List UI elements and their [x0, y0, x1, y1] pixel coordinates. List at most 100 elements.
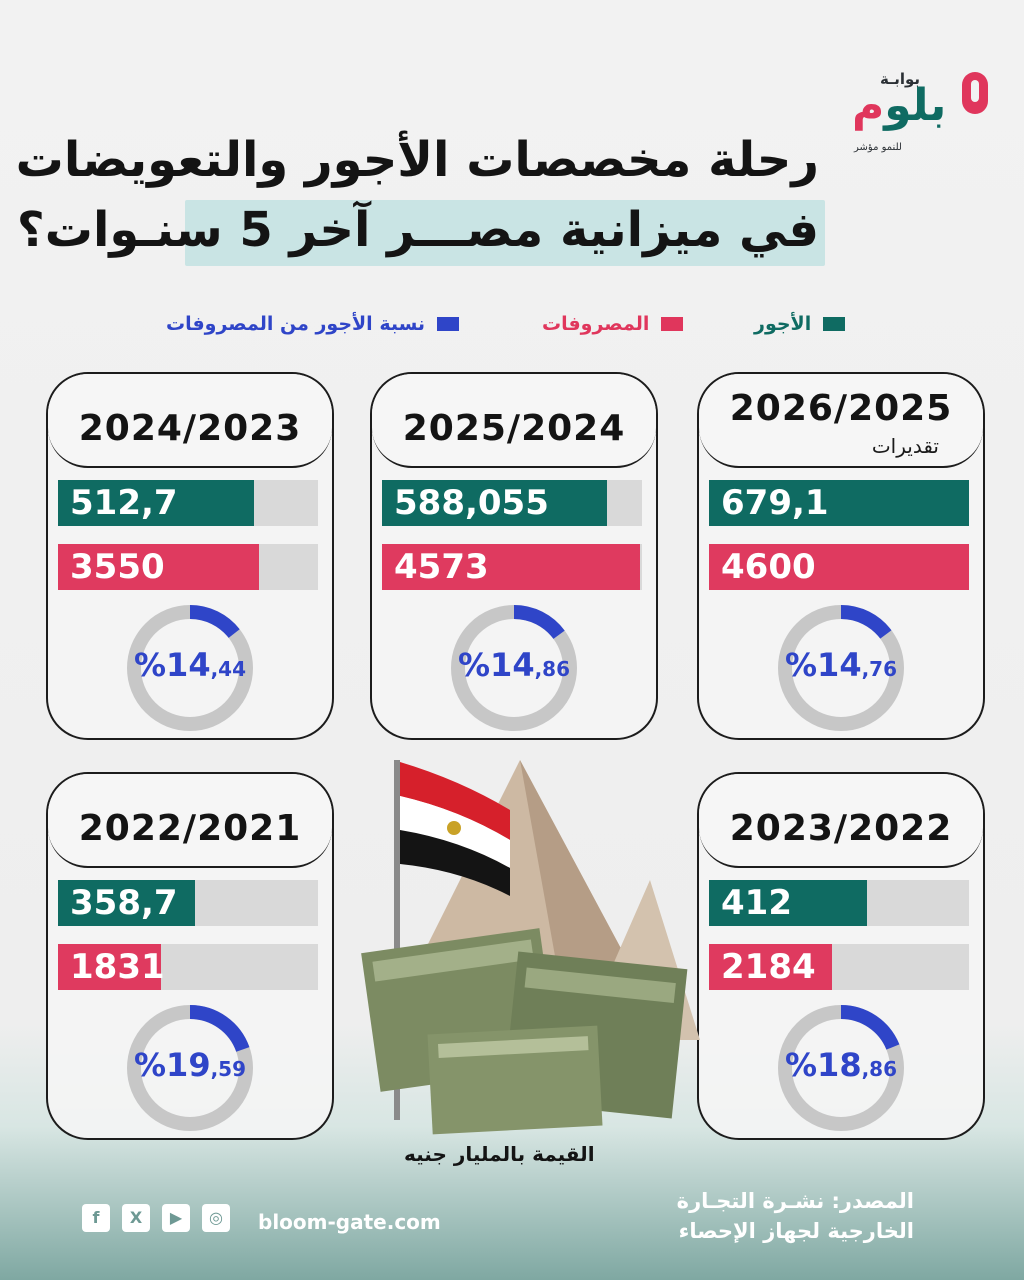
share-percent-decimal: ,59: [210, 1057, 247, 1081]
share-donut-arc: [127, 1005, 253, 1131]
share-donut: [778, 1005, 904, 1131]
flag-eagle-emblem: [447, 821, 461, 835]
share-percent-main: %14: [133, 646, 211, 684]
expenses-bar: 1831: [58, 944, 318, 990]
expenses-bar-fill: [58, 944, 162, 990]
youtube-icon[interactable]: ▶: [162, 1204, 190, 1232]
source-line2: الخارجية لجهاز الإحصاء: [678, 1219, 914, 1243]
x-icon[interactable]: X: [122, 1204, 150, 1232]
wages-value: 512,7: [70, 483, 178, 523]
share-percent-label: %19,59: [120, 1046, 260, 1084]
legend-item-expenses: المصروفات: [542, 310, 684, 338]
expenses-value: 3550: [70, 547, 165, 587]
share-percent-decimal: ,86: [861, 1057, 898, 1081]
expenses-bar-fill: [382, 544, 641, 590]
card-year: 2023/2022: [729, 808, 953, 849]
logo-main-b: م: [852, 80, 885, 131]
wages-bar-fill: [709, 480, 969, 526]
wages-bar-fill: [58, 480, 255, 526]
legend-label-expenses: المصروفات: [542, 313, 650, 335]
legend-swatch-share: [437, 317, 460, 331]
card-header: [699, 374, 983, 468]
card-header: [48, 374, 332, 468]
card-year: 2022/2021: [78, 808, 302, 849]
money-stacks: [361, 928, 688, 1135]
wages-value: 358,7: [70, 883, 178, 923]
share-percent-main: %14: [784, 646, 862, 684]
expenses-bar: 3550: [58, 544, 318, 590]
expenses-value: 2184: [721, 947, 816, 987]
card-header: [372, 374, 656, 468]
wages-bar: 412: [709, 880, 969, 926]
expenses-value: 4573: [394, 547, 489, 587]
logo-top-text: بوابـة: [880, 70, 921, 88]
expenses-bar: 4600: [709, 544, 969, 590]
legend-swatch-wages: [823, 317, 846, 331]
wages-bar-fill: [58, 880, 196, 926]
expenses-value: 4600: [721, 547, 816, 587]
page-title-line2: في ميزانية مصـــر آخر 5 سنـوات؟: [16, 202, 819, 258]
share-donut: [127, 1005, 253, 1131]
share-percent-main: %18: [784, 1046, 862, 1084]
wages-bar: 679,1: [709, 480, 969, 526]
legend-label-wages: الأجور: [754, 313, 812, 335]
instagram-icon[interactable]: ◎: [202, 1204, 230, 1232]
card-estimate-note: تقديرات: [871, 434, 939, 458]
card-header: [699, 774, 983, 868]
wages-value: 679,1: [721, 483, 829, 523]
expenses-bar-fill: [709, 944, 833, 990]
expenses-bar: 2184: [709, 944, 969, 990]
expenses-bar-fill: [58, 544, 259, 590]
share-percent-main: %19: [133, 1046, 211, 1084]
source-line1: المصدر: نشـرة التجـارة: [676, 1189, 914, 1213]
expenses-bar-fill: [709, 544, 969, 590]
flag-red-band: [400, 762, 510, 840]
facebook-icon[interactable]: f: [82, 1204, 110, 1232]
share-percent-label: %14,44: [120, 646, 260, 684]
card-year: 2025/2024: [402, 408, 626, 449]
microphone-icon: [962, 72, 988, 114]
logo-tagline: للنمو مؤشر: [854, 142, 902, 153]
card-year: 2026/2025: [729, 388, 953, 429]
expenses-bar: 4573: [382, 544, 642, 590]
wages-value: 412: [721, 883, 792, 923]
share-donut-arc: [451, 605, 577, 731]
year-card: 2023/2022 412 2184 %18,86: [697, 772, 985, 1140]
year-card: 2026/2025 تقديرات 679,1 4600 %14,76: [697, 372, 985, 740]
share-donut: [127, 605, 253, 731]
logo-main-a: بلو: [884, 80, 947, 131]
card-year: 2024/2023: [78, 408, 302, 449]
share-percent-main: %14: [457, 646, 535, 684]
share-percent-label: %14,76: [771, 646, 911, 684]
share-percent-decimal: ,86: [534, 657, 571, 681]
year-card: 2022/2021 358,7 1831 %19,59: [46, 772, 334, 1140]
share-donut-arc: [127, 605, 253, 731]
legend-item-wages: الأجور: [754, 310, 846, 338]
brand-logo: بوابـة بلوم للنمو مؤشر: [852, 70, 1002, 160]
title-highlight: [185, 200, 825, 266]
wages-bar-fill: [709, 880, 867, 926]
logo-main-text: بلوم: [852, 84, 946, 128]
share-percent-label: %18,86: [771, 1046, 911, 1084]
unit-note: القيمة بالمليار جنيه: [404, 1142, 595, 1166]
year-card: 2024/2023 512,7 3550 %14,44: [46, 372, 334, 740]
legend-label-share: نسبة الأجور من المصروفات: [166, 313, 426, 335]
wages-bar: 358,7: [58, 880, 318, 926]
legend-swatch-expenses: [661, 317, 684, 331]
expenses-value: 1831: [70, 947, 165, 987]
page-title-line1: رحلة مخصصات الأجور والتعويضات: [15, 132, 819, 188]
wages-value: 588,055: [394, 483, 549, 523]
share-percent-decimal: ,44: [210, 657, 247, 681]
flag-black-band: [400, 830, 510, 896]
flag-pole: [394, 760, 400, 1120]
wages-bar: 512,7: [58, 480, 318, 526]
pyramids-flag-money-illustration: [361, 760, 700, 1135]
year-card: 2025/2024 588,055 4573 %14,86: [370, 372, 658, 740]
source-note: المصدر: نشـرة التجـارة الخارجية لجهاز ال…: [677, 1186, 914, 1246]
share-percent-label: %14,86: [444, 646, 584, 684]
share-percent-decimal: ,76: [861, 657, 898, 681]
website-link[interactable]: bloom-gate.com: [258, 1210, 441, 1234]
wages-bar-fill: [382, 480, 608, 526]
share-donut-arc: [778, 1005, 904, 1131]
legend-item-share: نسبة الأجور من المصروفات: [166, 310, 460, 338]
